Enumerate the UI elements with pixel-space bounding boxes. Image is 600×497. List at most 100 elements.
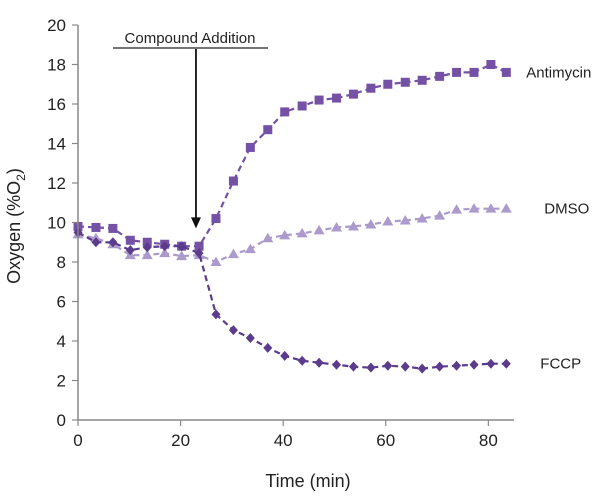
- point-antimycin: [469, 67, 479, 77]
- point-fccp: [177, 241, 187, 252]
- x-tick-label: 60: [376, 431, 395, 450]
- y-tick-label: 2: [57, 372, 66, 391]
- y-tick-label: 8: [57, 253, 66, 272]
- annotation-arrowhead: [190, 217, 201, 229]
- x-tick-label: 20: [171, 431, 190, 450]
- point-antimycin: [452, 67, 462, 77]
- point-dmso: [141, 249, 153, 260]
- y-tick-label: 16: [47, 95, 66, 114]
- point-antimycin: [314, 95, 324, 105]
- point-dmso: [210, 256, 222, 266]
- point-antimycin: [435, 71, 445, 81]
- point-dmso: [416, 213, 428, 223]
- point-fccp: [486, 358, 496, 369]
- y-axis-title: Oxygen (%O2): [4, 168, 28, 284]
- x-axis-title: Time (min): [265, 471, 350, 491]
- point-antimycin: [245, 142, 255, 152]
- axes-layer: 0 2 4 6 8 10 12 14 16 18 20 0 20 40 60 80: [47, 16, 514, 450]
- series-fccp: FCCP: [73, 227, 581, 374]
- point-fccp: [435, 361, 445, 372]
- point-fccp: [348, 361, 358, 372]
- point-dmso: [331, 221, 343, 232]
- point-fccp: [211, 309, 221, 320]
- point-dmso: [296, 227, 308, 238]
- point-antimycin: [501, 67, 511, 77]
- y-tick-label: 18: [47, 56, 66, 75]
- x-tick-label: 40: [274, 431, 293, 450]
- series-layer: Antimycin DMSO FCCP: [72, 60, 591, 374]
- series-label-fccp: FCCP: [540, 356, 581, 373]
- point-dmso: [262, 232, 274, 243]
- point-fccp: [400, 361, 410, 372]
- y-axis-title-main: Oxygen (%O: [4, 181, 24, 284]
- point-antimycin: [194, 241, 204, 251]
- point-fccp: [245, 333, 255, 344]
- point-antimycin: [263, 125, 273, 135]
- x-tick-label: 0: [73, 431, 82, 450]
- series-antimycin: Antimycin: [73, 60, 591, 251]
- point-fccp: [383, 360, 393, 371]
- y-tick-label: 0: [57, 411, 66, 430]
- point-antimycin: [297, 101, 307, 111]
- point-fccp: [297, 355, 307, 366]
- point-fccp: [417, 363, 427, 374]
- point-fccp: [501, 358, 511, 369]
- point-antimycin: [91, 222, 101, 232]
- point-fccp: [108, 237, 118, 248]
- point-dmso: [176, 250, 188, 261]
- y-tick-label: 12: [47, 174, 66, 193]
- point-dmso: [382, 216, 394, 226]
- point-dmso: [434, 210, 446, 220]
- point-fccp: [263, 342, 273, 353]
- compound-addition-annotation: Compound Addition: [113, 30, 268, 229]
- series-label-dmso: DMSO: [544, 201, 589, 218]
- point-antimycin: [400, 77, 410, 87]
- point-fccp: [160, 241, 170, 252]
- series-line-fccp: [77, 231, 507, 370]
- y-tick-label: 6: [57, 293, 66, 312]
- series-dmso: DMSO: [72, 201, 589, 266]
- point-fccp: [228, 325, 238, 336]
- point-fccp: [452, 360, 462, 371]
- point-fccp: [469, 359, 479, 370]
- point-fccp: [280, 350, 290, 361]
- y-tick-label: 14: [47, 135, 66, 154]
- annotation-label: Compound Addition: [125, 30, 256, 47]
- point-antimycin: [108, 223, 118, 233]
- point-antimycin: [228, 176, 238, 186]
- y-tick-label: 4: [57, 332, 66, 351]
- point-dmso: [365, 218, 377, 229]
- point-fccp: [366, 362, 376, 373]
- point-dmso: [399, 215, 411, 225]
- point-fccp: [314, 357, 324, 368]
- point-antimycin: [383, 79, 393, 89]
- y-axis-title-text: Oxygen (%O2): [4, 168, 28, 284]
- point-antimycin: [417, 75, 427, 85]
- x-tick-label: 80: [479, 431, 498, 450]
- point-dmso: [244, 243, 256, 254]
- point-antimycin: [211, 214, 221, 224]
- point-dmso: [347, 220, 359, 231]
- y-tick-label: 10: [47, 214, 66, 233]
- point-antimycin: [332, 93, 342, 103]
- point-dmso: [313, 224, 325, 235]
- y-axis-title-subscript: 2: [14, 174, 28, 181]
- point-fccp: [142, 242, 152, 253]
- point-antimycin: [125, 235, 135, 245]
- point-antimycin: [486, 60, 496, 69]
- point-fccp: [332, 359, 342, 370]
- point-dmso: [468, 203, 480, 213]
- point-dmso: [451, 204, 463, 214]
- point-fccp: [194, 248, 204, 259]
- point-dmso: [485, 203, 497, 213]
- point-dmso: [279, 229, 291, 240]
- point-antimycin: [280, 107, 290, 117]
- point-fccp: [91, 237, 101, 248]
- point-dmso: [159, 247, 171, 258]
- point-antimycin: [366, 83, 376, 93]
- point-fccp: [125, 245, 135, 256]
- point-antimycin: [348, 89, 358, 99]
- point-dmso: [500, 203, 512, 213]
- point-dmso: [227, 248, 239, 259]
